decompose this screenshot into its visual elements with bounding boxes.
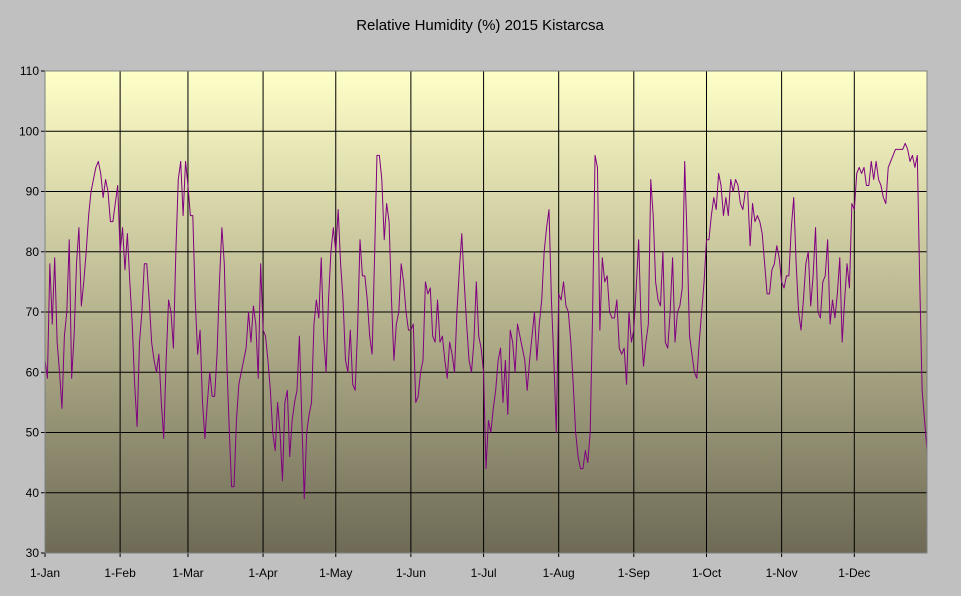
y-tick-label: 100: [19, 124, 39, 138]
x-tick-label: 1-Oct: [692, 566, 722, 580]
x-tick-label: 1-Mar: [172, 566, 203, 580]
series-layer: [44, 142, 928, 500]
y-tick-label: 80: [26, 245, 40, 259]
x-tick-label: 1-Jun: [396, 566, 426, 580]
x-tick-label: 1-Jan: [30, 566, 60, 580]
y-tick-label: 70: [26, 305, 40, 319]
y-tick-label: 60: [26, 365, 40, 379]
y-tick-label: 110: [20, 64, 39, 78]
series-line-0: [44, 142, 928, 500]
gridlines: [44, 70, 927, 554]
plot-border: [44, 70, 928, 554]
x-tick-label: 1-Nov: [766, 566, 798, 580]
x-tick-label: 1-Apr: [248, 566, 277, 580]
x-tick-label: 1-Sep: [618, 566, 650, 580]
x-tick-label: 1-Aug: [543, 566, 575, 580]
y-tick-label: 40: [26, 486, 40, 500]
chart-title: Relative Humidity (%) 2015 Kistarcsa: [356, 17, 604, 34]
y-tick-label: 90: [26, 185, 40, 199]
y-tick-label: 30: [26, 546, 40, 560]
x-tick-label: 1-May: [319, 566, 352, 580]
x-tick-label: 1-Feb: [104, 566, 136, 580]
x-tick-label: 1-Jul: [471, 566, 497, 580]
x-tick-label: 1-Dec: [838, 566, 870, 580]
y-tick-label: 50: [26, 426, 40, 440]
